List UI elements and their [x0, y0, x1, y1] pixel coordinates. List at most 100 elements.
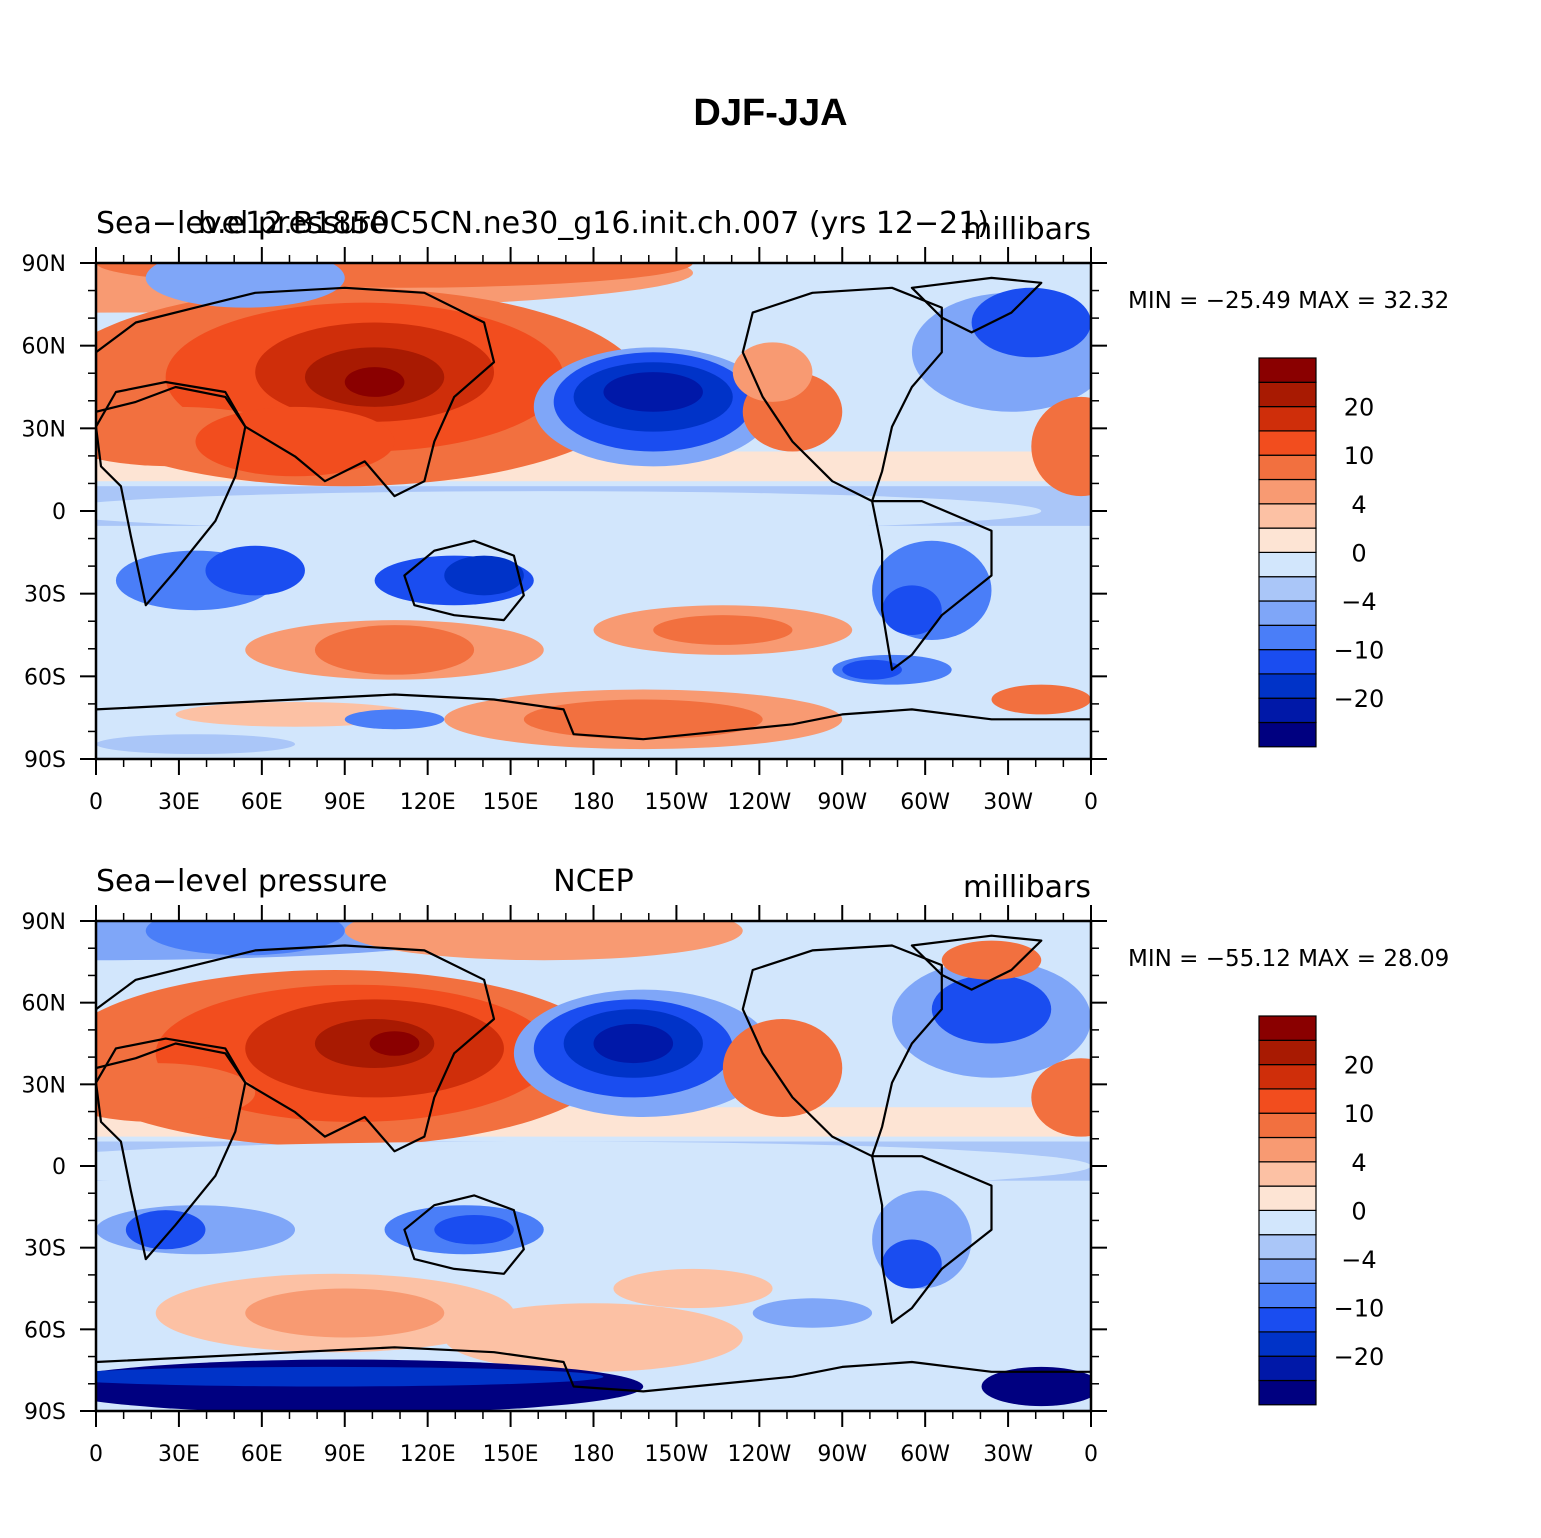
coastline-greenland [910, 276, 1043, 334]
colorbar-box [1258, 1282, 1317, 1309]
colorbar-box [1258, 576, 1317, 602]
colorbar-label: −20 [1334, 685, 1385, 713]
colorbar-box [1258, 1015, 1317, 1041]
x-tick-label: 120W [727, 1442, 791, 1467]
contour-fill [981, 1366, 1091, 1407]
y-tick-label: 0 [52, 500, 66, 525]
y-tick-label: 90N [22, 252, 66, 277]
coastline-australia [403, 539, 525, 622]
panel-title-center: NCEP [553, 864, 633, 899]
colorbar-box [1258, 503, 1317, 529]
colorbar-label: −10 [1334, 637, 1385, 665]
panel-title-center: b.e12.B1850C5CN.ne30_g16.init.ch.007 (yr… [198, 206, 989, 241]
contour-fill [344, 709, 445, 730]
x-tick-label: 90E [324, 1442, 366, 1467]
contour-fill [752, 1298, 873, 1328]
y-tick-label: 0 [52, 1155, 66, 1180]
colorbar-box [1258, 1355, 1317, 1382]
x-tick-label: 90E [324, 790, 366, 815]
colorbar-box [1258, 1039, 1317, 1066]
colorbar-box [1258, 1063, 1317, 1090]
x-tick-label: 30E [158, 790, 200, 815]
x-tick-label: 0 [1084, 790, 1098, 815]
colorbar-label: 20 [1344, 1052, 1375, 1080]
x-tick-label: 0 [89, 790, 103, 815]
coastline-greenland [910, 934, 1043, 991]
contour-fill [991, 684, 1091, 715]
contour-fill [732, 342, 813, 402]
x-tick-label: 60W [900, 790, 950, 815]
contour-fill [96, 1141, 1091, 1191]
figure-title: DJF-JJA [693, 92, 848, 134]
x-tick-label: 150E [483, 1442, 539, 1467]
colorbar-box [1258, 454, 1317, 481]
x-tick-label: 60W [900, 1442, 950, 1467]
contour-fill [653, 615, 793, 645]
min-max-stats: MIN = −25.49 MAX = 32.32 [1128, 288, 1449, 314]
colorbar-box [1258, 624, 1317, 651]
colorbar-box [1258, 600, 1317, 626]
x-tick-label: 150W [645, 1442, 709, 1467]
field [96, 921, 1091, 1411]
x-tick-label: 120E [400, 790, 456, 815]
colorbar-box [1258, 1234, 1317, 1260]
colorbar-label: 0 [1351, 1197, 1366, 1225]
colorbar-label: 10 [1344, 442, 1375, 470]
contour-fill [882, 585, 942, 635]
colorbar-box [1258, 1112, 1317, 1139]
y-tick-label: 60S [24, 665, 66, 690]
colorbar-box [1258, 1306, 1317, 1333]
x-tick-label: 180 [573, 1442, 615, 1467]
contour-fill [523, 699, 763, 740]
min-max-stats: MIN = −55.12 MAX = 28.09 [1128, 946, 1449, 972]
colorbar-box [1258, 1331, 1317, 1357]
coastline-eurasia [96, 286, 496, 498]
contour-fill [882, 1239, 942, 1289]
contour-fill [434, 1215, 514, 1245]
colorbar-label: 0 [1351, 539, 1366, 567]
top-panel: Sea−level pressureb.e12.B1850C5CN.ne30_g… [22, 206, 1450, 815]
colorbar-box [1258, 1258, 1317, 1284]
panel-title-right: millibars [963, 212, 1091, 247]
x-tick-label: 60E [241, 790, 283, 815]
contour-fill [603, 372, 703, 412]
y-tick-label: 30S [24, 583, 66, 608]
colorbar-box [1258, 478, 1317, 505]
panel-title-left: Sea−level pressure [96, 864, 387, 899]
coastline-america_n [741, 944, 943, 1158]
contour-fill [722, 1019, 843, 1117]
y-tick-label: 30N [22, 417, 66, 442]
y-tick-label: 90S [24, 748, 66, 773]
coastline-africa [96, 1037, 247, 1261]
contour-fill [1031, 1058, 1091, 1137]
contour-fill [971, 287, 1091, 358]
x-tick-label: 180 [573, 790, 615, 815]
contour-fill [444, 1303, 743, 1372]
contour-fill [145, 263, 345, 308]
contour-fill [941, 940, 1042, 980]
colorbar-box [1258, 527, 1317, 553]
colorbar-box [1258, 357, 1317, 383]
colorbar-label: −20 [1334, 1343, 1385, 1371]
y-tick-label: 90S [24, 1400, 66, 1425]
contour-fill [96, 734, 295, 755]
x-tick-label: 60E [241, 1442, 283, 1467]
coastline-antarctica [96, 693, 1091, 741]
contour-fill [344, 367, 405, 397]
colorbar-label: 4 [1351, 491, 1366, 519]
colorbar-box [1258, 1161, 1317, 1187]
contour-fill [125, 1210, 206, 1250]
colorbar-box [1258, 1136, 1317, 1163]
y-tick-label: 60S [24, 1318, 66, 1343]
colorbar-label: −4 [1341, 588, 1376, 616]
colorbar-box [1258, 721, 1317, 748]
contour-fill [205, 545, 305, 596]
colorbar-label: 4 [1351, 1149, 1366, 1177]
x-tick-label: 30W [983, 790, 1033, 815]
y-tick-label: 30N [22, 1073, 66, 1098]
coastline-africa [96, 380, 247, 607]
colorbar-box [1258, 648, 1317, 675]
x-tick-label: 120E [400, 1442, 456, 1467]
x-tick-label: 30W [983, 1442, 1033, 1467]
